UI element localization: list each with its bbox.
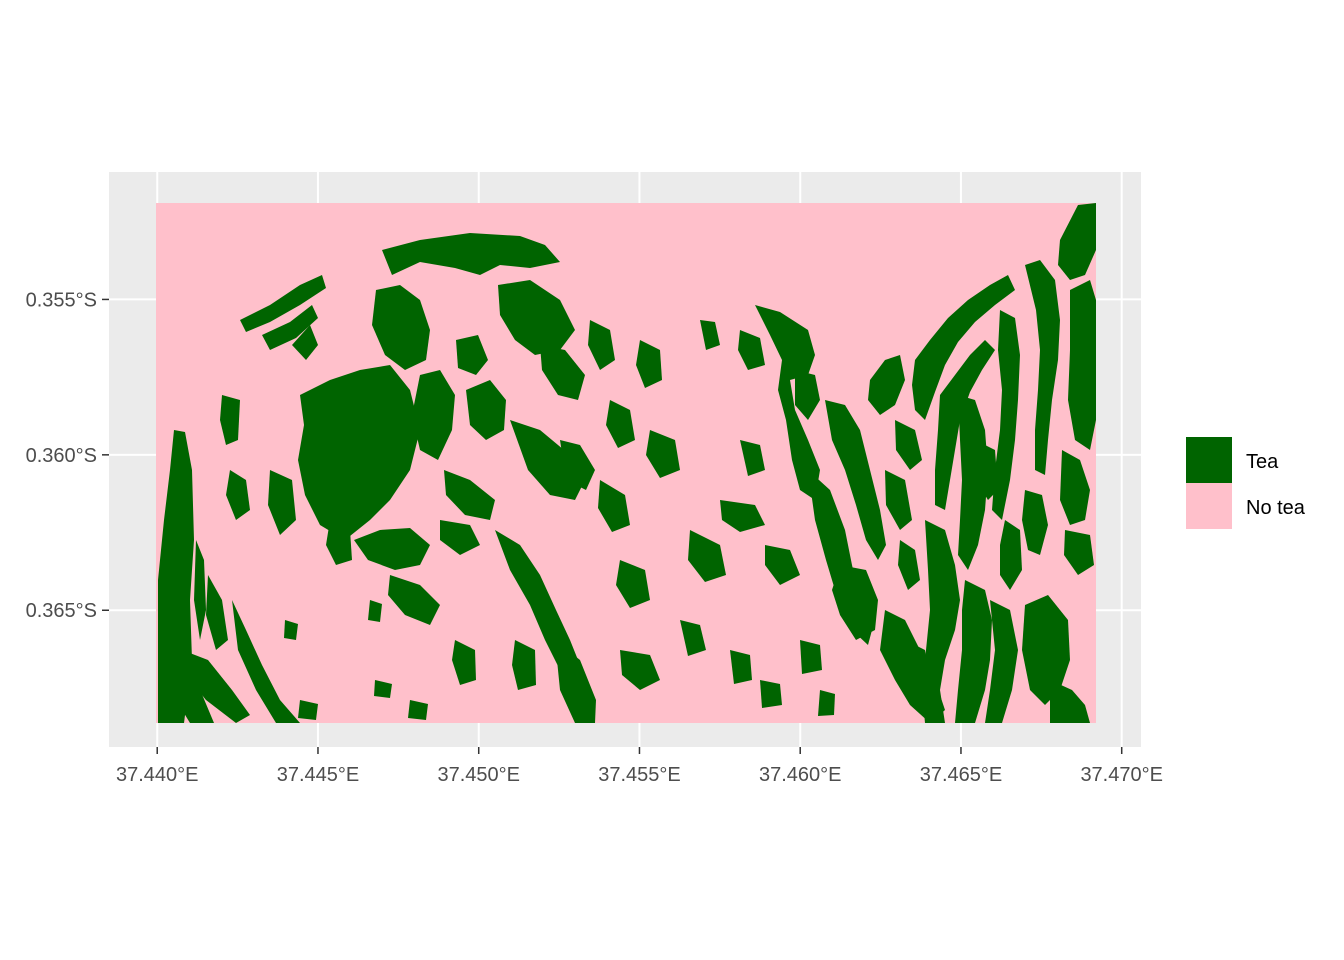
legend-key-tea: [1186, 437, 1232, 483]
tea-patch: [720, 500, 765, 532]
tea-patch: [1025, 260, 1060, 475]
tea-patch: [262, 305, 318, 350]
tea-patch: [1068, 280, 1096, 450]
y-axis: 0.355°S 0.360°S 0.365°S: [26, 289, 109, 622]
tea-patch: [560, 440, 595, 490]
tea-patch: [372, 285, 430, 370]
tea-patch: [598, 480, 630, 532]
tea-patch: [268, 470, 296, 535]
tea-patch: [466, 380, 506, 440]
tea-patch: [232, 600, 300, 723]
tea-patch: [1000, 520, 1022, 590]
tea-patch: [740, 440, 765, 476]
tea-patch: [760, 680, 782, 708]
tea-patch: [895, 420, 922, 470]
tea-patch: [284, 620, 298, 640]
x-tick-label: 37.470°E: [1080, 764, 1163, 786]
legend-key-no-tea: [1186, 483, 1232, 529]
tea-patch: [912, 275, 1015, 420]
tea-patch: [1060, 450, 1090, 525]
tea-patch: [354, 528, 430, 570]
tea-patch: [555, 640, 596, 723]
tea-patch: [636, 340, 662, 388]
tea-patch: [444, 470, 495, 520]
tea-patch: [885, 470, 912, 530]
tea-patch: [898, 540, 920, 590]
tea-patch: [1022, 490, 1048, 555]
tea-patch: [374, 680, 392, 698]
tea-patch: [985, 600, 1018, 723]
tea-patch: [680, 620, 706, 656]
tea-patch: [825, 400, 886, 560]
tea-patch: [620, 650, 660, 690]
tea-patch: [868, 355, 905, 415]
tea-patch: [456, 335, 488, 375]
x-tick-label: 37.460°E: [759, 764, 842, 786]
tea-patch: [818, 690, 835, 716]
tea-patch: [588, 320, 615, 370]
legend-label: No tea: [1246, 497, 1306, 519]
x-tick-label: 37.455°E: [598, 764, 681, 786]
no-tea-background: [156, 203, 1096, 723]
x-axis: 37.440°E 37.445°E 37.450°E 37.455°E 37.460°E…: [116, 747, 1163, 786]
tea-patch: [368, 600, 382, 622]
tea-patch: [226, 470, 250, 520]
tea-patch: [795, 370, 820, 420]
tea-patch: [958, 395, 988, 570]
tea-patch: [408, 700, 428, 720]
tea-patch: [452, 640, 476, 685]
tea-patch: [388, 575, 440, 625]
tea-patch: [298, 700, 318, 720]
tea-patch: [955, 580, 992, 723]
tea-patch: [738, 330, 765, 370]
raster-layer: [156, 203, 1096, 723]
legend: Tea No tea: [1186, 437, 1306, 529]
tea-patch: [382, 233, 560, 275]
tea-patch: [298, 365, 420, 540]
tea-patch: [326, 520, 352, 565]
tea-patch: [512, 640, 536, 690]
tea-patches: [158, 203, 1096, 723]
tea-patch: [206, 575, 228, 650]
y-tick-label: 0.360°S: [26, 445, 97, 467]
tea-patch: [292, 325, 318, 360]
tea-patch: [540, 345, 585, 400]
tea-patch: [832, 565, 878, 640]
x-tick-label: 37.450°E: [437, 764, 520, 786]
legend-label: Tea: [1246, 451, 1279, 473]
tea-patch: [412, 370, 455, 460]
y-tick-label: 0.365°S: [26, 600, 97, 622]
y-tick-label: 0.355°S: [26, 289, 97, 311]
x-tick-label: 37.465°E: [920, 764, 1003, 786]
tea-patch: [688, 530, 726, 582]
tea-patch: [194, 540, 206, 640]
tea-patch: [498, 280, 575, 355]
tea-patch: [616, 560, 650, 608]
tea-patch: [935, 340, 995, 510]
tea-patch: [700, 320, 720, 350]
tea-patch: [220, 395, 240, 445]
tea-patch: [1058, 203, 1096, 280]
tea-patch: [646, 430, 680, 478]
tea-patch: [755, 305, 820, 500]
tea-patch: [922, 520, 960, 723]
tea-patch: [1022, 595, 1070, 705]
tea-patch: [606, 400, 635, 448]
tea-patch: [240, 275, 326, 332]
tea-patch: [992, 310, 1020, 520]
tea-patch: [1050, 680, 1090, 723]
tea-patch: [1064, 530, 1094, 575]
tea-patch: [975, 440, 998, 500]
tea-patch: [800, 640, 822, 674]
x-tick-label: 37.445°E: [277, 764, 360, 786]
x-tick-label: 37.440°E: [116, 764, 199, 786]
tea-patch: [440, 520, 480, 555]
tea-patch: [730, 650, 752, 684]
tea-patch: [765, 545, 800, 585]
tea-patch: [182, 650, 250, 723]
